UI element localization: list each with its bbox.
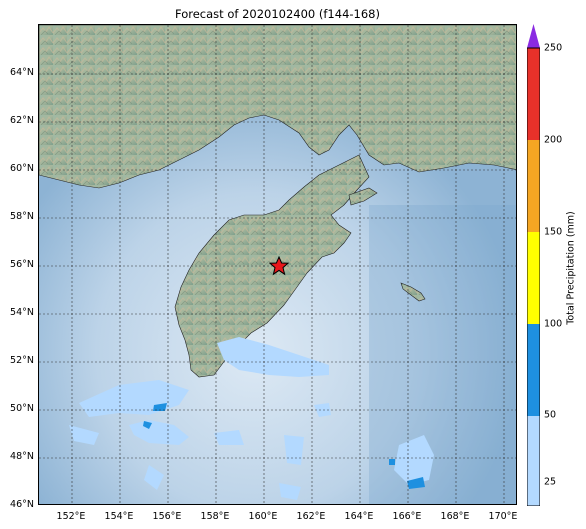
colorbar-segment-150-200 [527,140,540,232]
map-panel[interactable] [38,24,517,505]
lat-label-50: 50°N [10,403,34,414]
lon-label-158: 158°E [200,511,230,522]
lon-label-162: 162°E [296,511,326,522]
map-title: Forecast of 2020102400 (f144-168) [175,7,380,21]
colorbar-segment-50-100 [527,324,540,416]
precip-50-100 [143,403,425,489]
landmass-north [39,25,516,189]
lat-label-54: 54°N [10,307,34,318]
lon-label-152: 152°E [56,511,86,522]
lat-label-60: 60°N [10,163,34,174]
karaginsky-island [348,187,378,206]
lon-label-164: 164°E [344,511,374,522]
map-canvas [39,25,516,504]
colorbar-outline [527,47,540,506]
lat-label-64: 64°N [10,67,34,78]
colorbar-tick-200: 200 [544,134,563,146]
colorbar-over-triangle [527,24,540,48]
lon-label-160: 160°E [248,511,278,522]
lat-label-46: 46°N [10,499,34,510]
colorbar-title: Total Precipitation (mm) [565,211,577,325]
graticule [39,25,516,504]
lat-label-48: 48°N [10,451,34,462]
colorbar-segment-200-250 [527,48,540,140]
precip-25-50 [69,337,434,500]
open-ocean-east [369,205,516,504]
lon-label-166: 166°E [392,511,422,522]
colorbar-tick-250: 250 [544,42,563,54]
colorbar [527,24,540,506]
event-star-marker[interactable] [268,255,289,276]
lat-label-52: 52°N [10,355,34,366]
lon-label-156: 156°E [152,511,182,522]
lon-label-168: 168°E [440,511,470,522]
lat-label-56: 56°N [10,259,34,270]
lon-label-170: 170°E [488,511,518,522]
colorbar-tick-50: 50 [544,409,557,421]
colorbar-tick-25: 25 [544,476,557,488]
lat-label-62: 62°N [10,115,34,126]
lon-label-154: 154°E [104,511,134,522]
colorbar-segment-100-150 [527,232,540,324]
colorbar-tick-150: 150 [544,226,563,238]
commander-island [400,282,426,302]
colorbar-tick-100: 100 [544,318,563,330]
lat-label-58: 58°N [10,211,34,222]
colorbar-segment-25-50 [527,416,540,506]
